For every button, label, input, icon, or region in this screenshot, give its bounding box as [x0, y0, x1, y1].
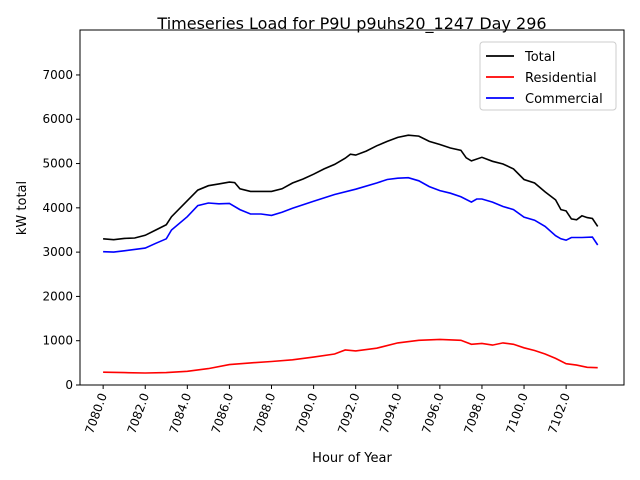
legend-label: Commercial — [525, 92, 603, 107]
x-tick-label: 7086.0 — [209, 391, 237, 435]
y-tick-label: 6000 — [42, 112, 73, 126]
chart-title: Timeseries Load for P9U p9uhs20_1247 Day… — [156, 14, 546, 34]
x-tick-label: 7098.0 — [461, 391, 489, 435]
y-tick-label: 0 — [65, 378, 73, 392]
x-tick-label: 7094.0 — [377, 391, 405, 435]
y-tick-label: 3000 — [42, 245, 73, 259]
y-tick-label: 1000 — [42, 334, 73, 348]
legend: Total Residential Commercial — [479, 41, 617, 111]
x-tick-label: 7096.0 — [419, 391, 447, 435]
x-tick-label: 7082.0 — [125, 391, 153, 435]
legend-label: Total — [524, 50, 555, 65]
x-axis-label: Hour of Year — [312, 451, 392, 466]
y-tick-label: 2000 — [42, 289, 73, 303]
x-tick-label: 7088.0 — [251, 391, 279, 435]
y-tick-label: 7000 — [42, 68, 73, 82]
y-tick-label: 4000 — [42, 201, 73, 215]
series-line-commercial — [103, 176, 599, 253]
x-tick-label: 7090.0 — [293, 391, 321, 435]
y-axis-label: kW total — [15, 181, 30, 235]
y-tick-label: 5000 — [42, 157, 73, 171]
x-tick-label: 7080.0 — [82, 391, 110, 435]
series-line-residential — [103, 338, 598, 374]
x-tick-label: 7102.0 — [545, 391, 573, 435]
series-line-total — [103, 134, 599, 241]
x-tick-label: 7084.0 — [167, 391, 195, 435]
x-tick-label: 7092.0 — [335, 391, 363, 435]
legend-label: Residential — [525, 71, 597, 86]
x-tick-label: 7100.0 — [503, 391, 531, 435]
